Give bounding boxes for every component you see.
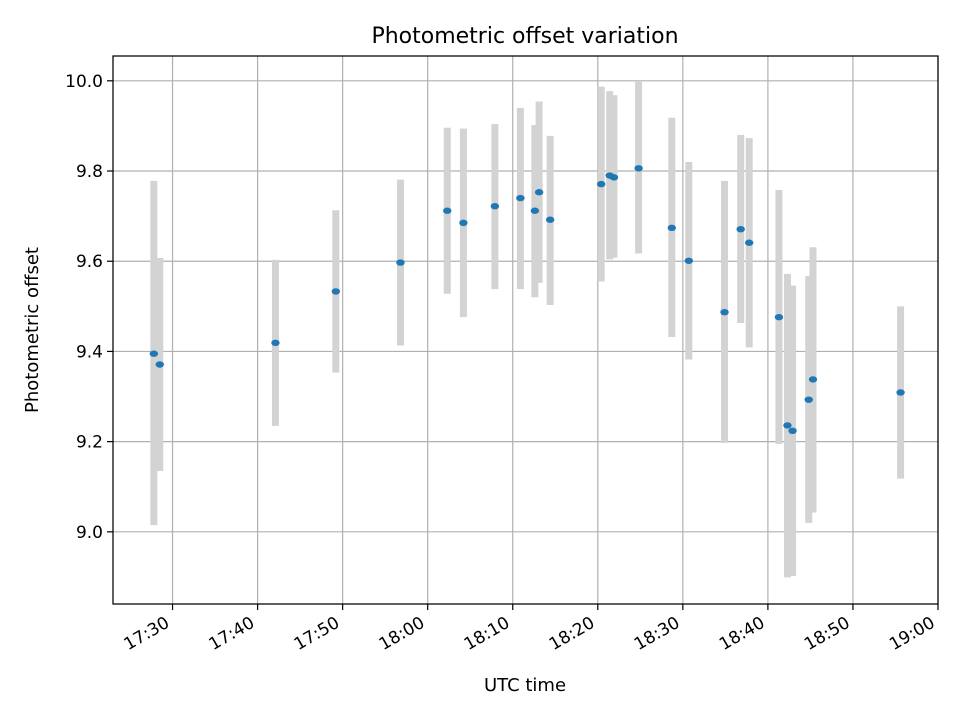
- data-point: [744, 239, 754, 246]
- data-point: [804, 396, 813, 403]
- data-point: [596, 180, 606, 188]
- y-tick-label: 9.0: [76, 523, 103, 543]
- data-point: [684, 257, 693, 264]
- data-point: [271, 339, 280, 347]
- data-point: [534, 189, 544, 196]
- chart-title: Photometric offset variation: [371, 24, 678, 49]
- data-point: [896, 389, 905, 396]
- data-point: [443, 207, 452, 214]
- data-point: [783, 422, 792, 429]
- y-axis-label: Photometric offset: [22, 247, 43, 413]
- data-point: [490, 202, 500, 210]
- y-tick-label: 10.0: [65, 72, 103, 92]
- data-point: [396, 259, 405, 266]
- x-axis-label: UTC time: [484, 675, 566, 696]
- data-point: [720, 308, 729, 316]
- y-tick-label: 9.4: [76, 342, 103, 362]
- data-point: [609, 174, 619, 181]
- plot-frame: [112, 55, 939, 605]
- data-points: [149, 165, 905, 435]
- data-point: [808, 376, 818, 383]
- y-tick-label: 9.8: [76, 162, 103, 182]
- data-point: [774, 313, 784, 321]
- data-point: [155, 361, 164, 368]
- y-tick-label: 9.6: [76, 252, 103, 272]
- data-point: [788, 427, 797, 435]
- data-point: [545, 216, 555, 223]
- data-point: [667, 224, 676, 232]
- data-point: [736, 225, 745, 233]
- data-point: [331, 288, 341, 295]
- data-point: [149, 350, 159, 357]
- data-point: [459, 219, 468, 227]
- y-axis-ticks: 9.0 9.2 9.4 9.6 9.8 10.0: [65, 72, 113, 543]
- data-point: [634, 165, 643, 172]
- data-point: [530, 207, 540, 214]
- data-point: [516, 194, 525, 202]
- y-tick-label: 9.2: [76, 433, 103, 453]
